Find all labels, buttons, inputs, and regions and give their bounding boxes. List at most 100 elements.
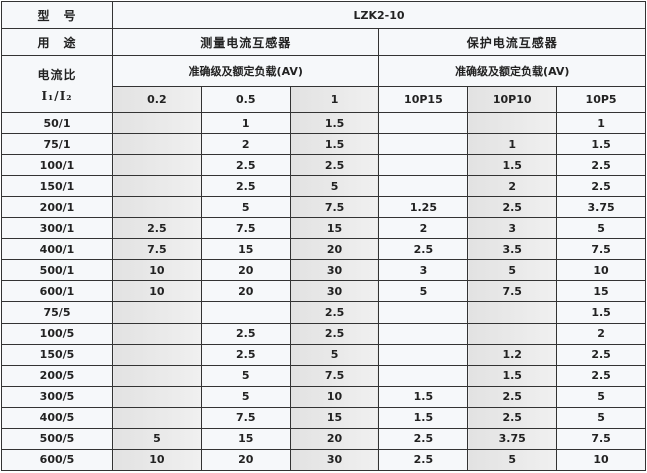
load-cell <box>112 133 202 156</box>
table-row: 75/5 2.5 1.5 <box>1 301 646 324</box>
table-row: 150/5 2.5 5 1.2 2.5 <box>1 343 646 366</box>
ratio-cell: 400/5 <box>1 406 113 429</box>
load-cell: 1.5 <box>556 133 646 156</box>
ratio-label: 电流比 <box>37 67 77 82</box>
load-cell: 7.5 <box>556 238 646 261</box>
ratio-cell: 300/5 <box>1 385 113 408</box>
model-row: 型 号 LZK2-10 <box>1 0 646 30</box>
ratio-cell: 500/5 <box>1 427 113 450</box>
load-cell: 2.5 <box>467 196 558 219</box>
load-cell <box>378 133 469 156</box>
load-cell: 15 <box>556 280 646 303</box>
load-cell: 3.75 <box>467 427 558 450</box>
ratio-cell: 400/1 <box>1 238 113 261</box>
load-cell <box>112 154 202 177</box>
load-cell: 3.5 <box>467 238 558 261</box>
load-cell: 2.5 <box>378 238 469 261</box>
usage-row: 用 途 测量电流互感器 保护电流互感器 <box>1 28 646 57</box>
load-cell: 5 <box>112 427 202 450</box>
load-cell: 2.5 <box>200 175 291 198</box>
load-cell: 7.5 <box>112 238 202 261</box>
load-cell <box>112 364 202 387</box>
ratio-symbol: I₁/I₂ <box>41 88 73 103</box>
load-cell: 2 <box>556 322 646 345</box>
load-cell: 10 <box>112 259 202 282</box>
load-cell: 2.5 <box>556 175 646 198</box>
load-cell: 5 <box>289 175 380 198</box>
table-row: 500/1 10 20 30 3 5 10 <box>1 259 646 282</box>
class-header: 1 <box>289 86 380 114</box>
load-cell <box>112 301 202 324</box>
load-cell: 1.5 <box>289 112 380 135</box>
table-row: 200/1 5 7.5 1.25 2.5 3.75 <box>1 196 646 219</box>
load-cell: 7.5 <box>467 280 558 303</box>
load-cell: 15 <box>289 406 380 429</box>
table-row: 50/1 1 1.5 1 <box>1 112 646 135</box>
load-cell: 2.5 <box>556 343 646 366</box>
load-cell <box>112 385 202 408</box>
class-row: 0.2 0.5 1 10P15 10P10 10P5 <box>2 86 646 114</box>
load-cell <box>378 154 469 177</box>
load-cell: 5 <box>467 259 558 282</box>
accuracy-row: 电流比 I₁/I₂ 准确级及额定负载(AV) 准确级及额定负载(AV) <box>1 55 646 114</box>
model-value: LZK2-10 <box>112 0 646 30</box>
load-cell: 10 <box>112 448 202 472</box>
load-cell: 1 <box>556 112 646 135</box>
class-header: 10P15 <box>378 86 469 114</box>
ratio-cell: 50/1 <box>1 112 113 135</box>
table-row: 300/5 5 10 1.5 2.5 5 <box>1 385 646 408</box>
ratio-cell: 300/1 <box>1 217 113 240</box>
load-cell: 20 <box>289 427 380 450</box>
load-cell: 2.5 <box>378 448 469 472</box>
ratio-cell: 200/5 <box>1 364 113 387</box>
load-cell: 5 <box>289 343 380 366</box>
load-cell <box>378 364 469 387</box>
table-row: 150/1 2.5 5 2 2.5 <box>1 175 646 198</box>
load-cell: 10 <box>556 259 646 282</box>
load-cell: 2.5 <box>556 364 646 387</box>
ratio-cell: 100/5 <box>1 322 113 345</box>
ratio-cell: 600/1 <box>1 280 113 303</box>
load-cell <box>112 175 202 198</box>
load-cell <box>112 322 202 345</box>
load-cell <box>378 322 469 345</box>
load-cell: 5 <box>467 448 558 472</box>
measurement-label: 测量电流互感器 <box>111 28 380 57</box>
ratio-cell: 500/1 <box>1 259 113 282</box>
load-cell: 5 <box>200 364 291 387</box>
table-row: 500/5 5 15 20 2.5 3.75 7.5 <box>1 427 646 450</box>
load-cell: 15 <box>200 238 291 261</box>
load-cell <box>378 343 469 366</box>
load-cell: 20 <box>289 238 380 261</box>
load-cell: 30 <box>289 280 380 303</box>
load-cell: 1.5 <box>556 301 646 324</box>
load-cell: 2 <box>378 217 469 240</box>
load-cell: 2.5 <box>200 322 291 345</box>
model-label: 型 号 <box>1 0 113 30</box>
load-cell <box>378 301 469 324</box>
protection-label: 保护电流互感器 <box>378 28 646 57</box>
load-cell: 7.5 <box>200 217 291 240</box>
load-cell: 5 <box>556 385 646 408</box>
table-row: 100/1 2.5 2.5 1.5 2.5 <box>1 154 646 177</box>
load-cell: 1.5 <box>467 364 558 387</box>
ratio-cell: 75/1 <box>1 133 113 156</box>
load-cell: 7.5 <box>289 364 380 387</box>
load-cell: 10 <box>289 385 380 408</box>
accuracy-label-measure: 准确级及额定负载(AV) <box>111 55 380 88</box>
load-cell <box>200 301 291 324</box>
load-cell: 2.5 <box>467 406 558 429</box>
accuracy-label-protect: 准确级及额定负载(AV) <box>378 55 646 88</box>
load-cell: 2.5 <box>200 343 291 366</box>
load-cell: 20 <box>200 448 291 472</box>
load-cell: 2.5 <box>200 154 291 177</box>
load-cell: 7.5 <box>289 196 380 219</box>
table-row: 75/1 2 1.5 1 1.5 <box>1 133 646 156</box>
load-cell: 1.25 <box>378 196 469 219</box>
load-cell <box>112 112 202 135</box>
load-cell <box>467 322 558 345</box>
load-cell: 1 <box>467 133 558 156</box>
ratio-cell: 150/1 <box>1 175 113 198</box>
load-cell: 1.5 <box>467 154 558 177</box>
load-cell: 30 <box>289 448 380 472</box>
